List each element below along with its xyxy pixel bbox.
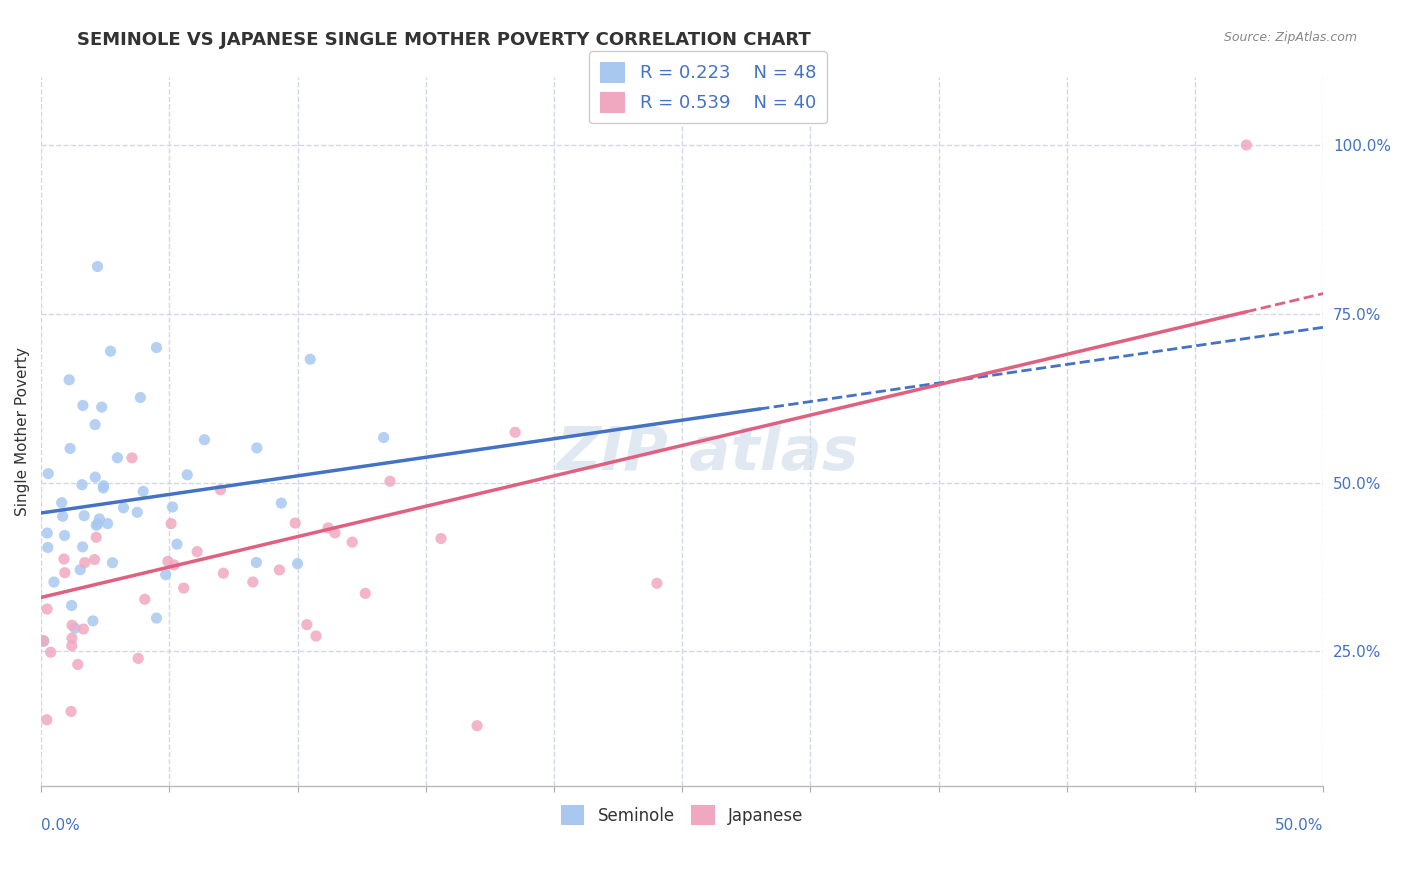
Point [59, 442, 82, 456]
Point [52, 552, 75, 566]
Point [186, 544, 208, 558]
Point [127, 505, 149, 519]
Point [86, 260, 108, 274]
Point [60, 639, 83, 653]
Point [269, 563, 291, 577]
Point [145, 611, 167, 625]
Point [86, 516, 108, 531]
Point [72, 540, 94, 554]
Legend: Seminole, Japanese: Seminole, Japanese [554, 798, 810, 831]
Point [160, 516, 183, 531]
Point [91, 481, 114, 495]
Point [52, 509, 75, 524]
Point [145, 341, 167, 355]
Point [127, 651, 149, 665]
Point [503, 425, 526, 440]
Point [246, 441, 269, 455]
Point [35, 713, 58, 727]
Point [162, 500, 184, 514]
Point [84, 518, 107, 533]
Point [39, 645, 62, 659]
Point [51, 496, 73, 510]
Point [212, 566, 235, 581]
Point [37, 526, 59, 541]
Point [1234, 138, 1257, 153]
Point [295, 617, 318, 632]
Point [53, 528, 76, 542]
Point [166, 537, 188, 551]
Point [373, 430, 395, 444]
Point [60, 599, 83, 613]
Point [37, 602, 59, 616]
Point [90, 400, 112, 414]
Point [84, 417, 107, 432]
Point [66, 657, 89, 672]
Point [193, 433, 215, 447]
Point [270, 496, 292, 510]
Point [342, 535, 364, 549]
Point [42, 575, 65, 590]
Point [132, 484, 155, 499]
Point [316, 521, 339, 535]
Point [129, 391, 152, 405]
Point [63, 621, 86, 635]
Point [60, 631, 83, 645]
Point [83, 552, 105, 566]
Point [378, 474, 401, 488]
Point [430, 532, 453, 546]
Point [82, 614, 104, 628]
Point [37, 467, 59, 481]
Point [101, 556, 124, 570]
Point [465, 719, 488, 733]
Point [107, 450, 129, 465]
Point [121, 450, 143, 465]
Text: 0.0%: 0.0% [41, 818, 80, 833]
Point [287, 557, 309, 571]
Point [299, 352, 322, 367]
Point [32, 633, 55, 648]
Point [89, 512, 111, 526]
Point [60, 618, 83, 632]
Text: 50.0%: 50.0% [1275, 818, 1323, 833]
Point [645, 576, 668, 591]
Point [37, 541, 59, 555]
Text: SEMINOLE VS JAPANESE SINGLE MOTHER POVERTY CORRELATION CHART: SEMINOLE VS JAPANESE SINGLE MOTHER POVER… [77, 31, 811, 49]
Point [176, 467, 198, 482]
Point [32, 634, 55, 648]
Text: ZIP atlas: ZIP atlas [557, 424, 859, 483]
Point [245, 556, 267, 570]
Point [69, 563, 91, 577]
Point [72, 622, 94, 636]
Point [70, 477, 93, 491]
Y-axis label: Single Mother Poverty: Single Mother Poverty [15, 348, 30, 516]
Point [73, 556, 96, 570]
Point [354, 586, 377, 600]
Point [84, 470, 107, 484]
Point [155, 567, 177, 582]
Point [134, 592, 156, 607]
Point [112, 500, 135, 515]
Point [323, 525, 346, 540]
Point [100, 344, 122, 359]
Point [163, 558, 186, 572]
Point [60, 705, 83, 719]
Point [156, 554, 179, 568]
Text: Source: ZipAtlas.com: Source: ZipAtlas.com [1223, 31, 1357, 45]
Point [93, 479, 115, 493]
Point [305, 629, 328, 643]
Point [58, 373, 80, 387]
Point [284, 516, 307, 530]
Point [97, 516, 120, 531]
Point [84, 530, 107, 544]
Point [242, 574, 264, 589]
Point [209, 483, 232, 497]
Point [173, 581, 195, 595]
Point [53, 566, 76, 580]
Point [72, 399, 94, 413]
Point [73, 508, 96, 523]
